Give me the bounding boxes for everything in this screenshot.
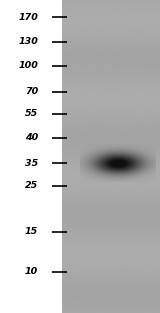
Text: 55: 55 — [25, 110, 38, 119]
Text: 170: 170 — [18, 13, 38, 22]
Text: 25: 25 — [25, 182, 38, 191]
Text: 130: 130 — [18, 38, 38, 47]
Text: 70: 70 — [25, 88, 38, 96]
Bar — [62, 0, 160, 313]
Text: 15: 15 — [25, 228, 38, 237]
Text: 35: 35 — [25, 158, 38, 167]
Text: 10: 10 — [25, 268, 38, 276]
Text: 40: 40 — [25, 134, 38, 142]
Text: 100: 100 — [18, 61, 38, 70]
